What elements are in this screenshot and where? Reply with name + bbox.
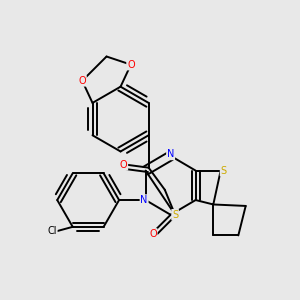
Text: O: O (149, 229, 157, 239)
Text: O: O (120, 160, 128, 170)
Text: S: S (220, 166, 227, 176)
Text: O: O (127, 60, 135, 70)
Text: S: S (172, 210, 178, 220)
Text: O: O (78, 76, 86, 86)
Text: Cl: Cl (47, 226, 57, 236)
Text: N: N (167, 149, 174, 159)
Text: N: N (140, 195, 148, 205)
